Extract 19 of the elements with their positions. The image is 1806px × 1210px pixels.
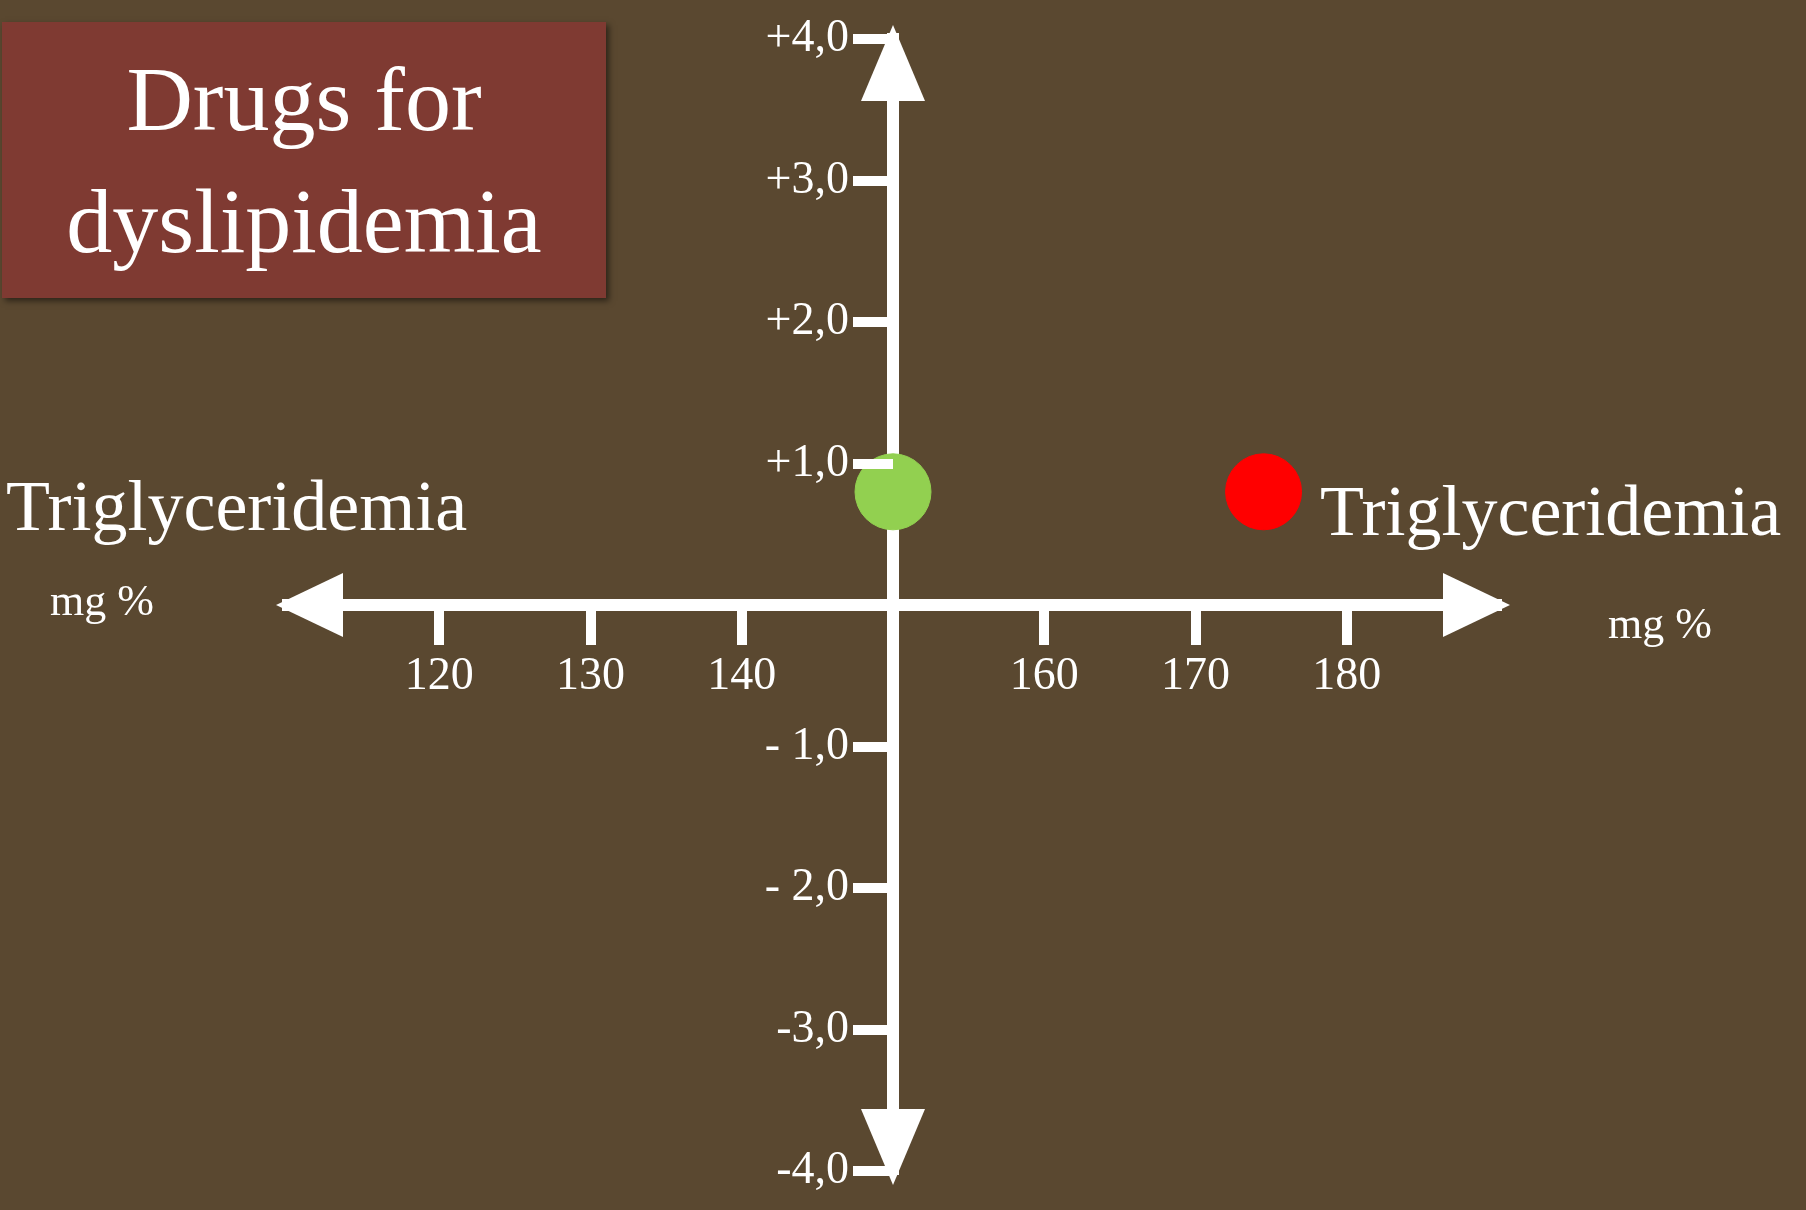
y-tick-label: +2,0 [765, 293, 849, 345]
y-tick-label: - 1,0 [764, 717, 849, 769]
y-tick-label: +4,0 [765, 10, 849, 62]
y-tick-label: -4,0 [776, 1142, 849, 1194]
x-tick-label: 160 [1009, 647, 1079, 699]
y-tick-label: - 2,0 [764, 859, 849, 911]
x-tick-label: 120 [404, 647, 474, 699]
y-tick-label: +1,0 [765, 434, 849, 486]
x-tick-label: 170 [1161, 647, 1230, 699]
annotation: Triglyceridemia [6, 465, 468, 548]
text: mg % [50, 575, 154, 626]
text: Drugs for dyslipidemia [2, 22, 606, 298]
x-tick-label: 130 [556, 647, 625, 699]
text: mg % [1608, 598, 1712, 649]
x-tick-label: 140 [707, 647, 777, 699]
x-axis-title: Triglyceridemia [1320, 470, 1782, 553]
y-tick-label: +3,0 [765, 151, 849, 203]
y-tick-label: -3,0 [776, 1000, 849, 1052]
x-tick-label: 180 [1312, 647, 1382, 699]
